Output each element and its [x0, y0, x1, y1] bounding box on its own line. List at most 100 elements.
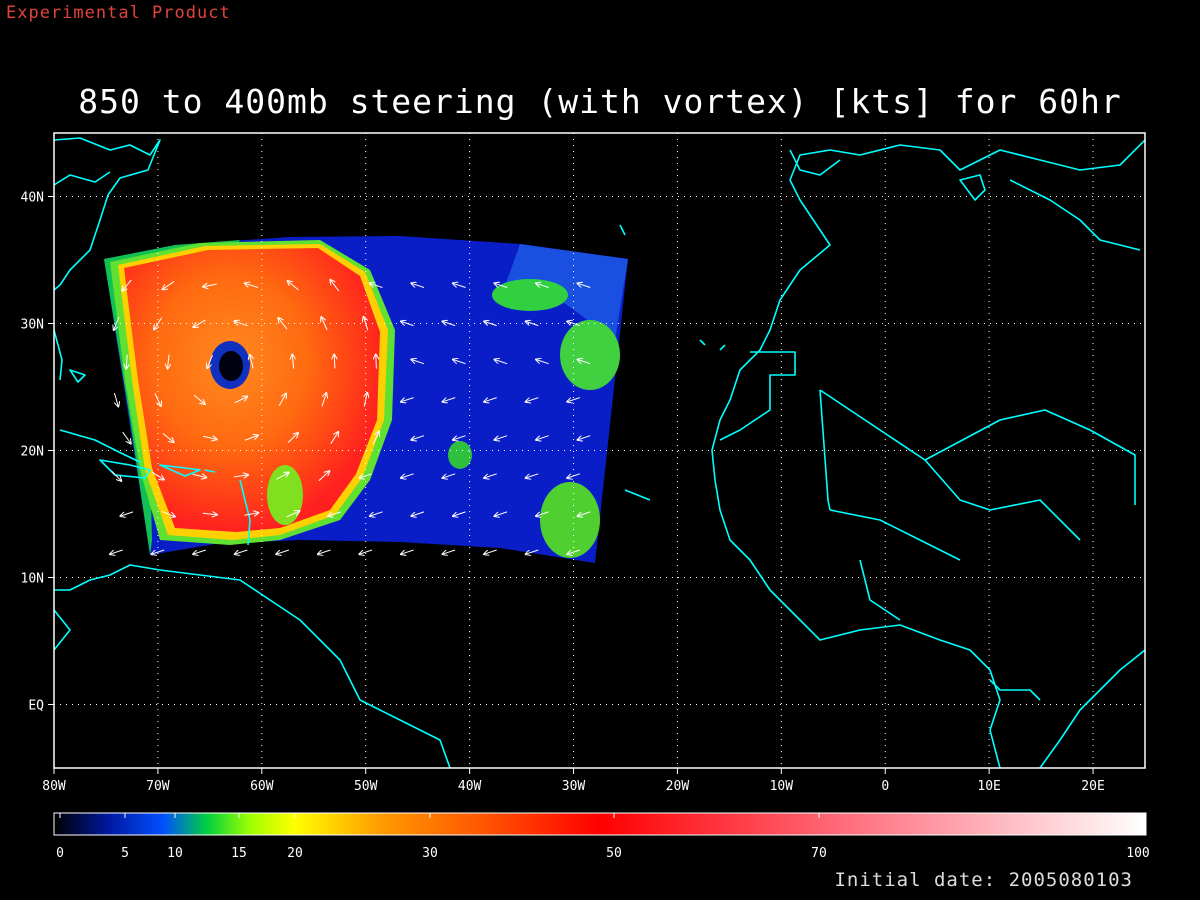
- colorbar-tick-label: 15: [231, 846, 247, 861]
- wind-vector: [162, 432, 174, 442]
- wind-vector: [494, 283, 508, 288]
- initial-date-label: Initial date: 2005080103: [834, 869, 1133, 891]
- wind-vector: [526, 321, 539, 327]
- latitude-labels: 40N 30N 20N 10N EQ: [21, 191, 54, 714]
- wind-vector: [113, 392, 118, 406]
- wind-vector: [443, 549, 456, 554]
- wind-vector: [364, 393, 367, 407]
- wind-vector: [536, 283, 549, 288]
- wind-vector: [292, 355, 293, 369]
- wind-vector: [235, 549, 248, 554]
- wind-vector: [203, 284, 217, 287]
- wind-vector: [120, 511, 134, 516]
- wind-vector: [250, 355, 253, 369]
- wind-vector: [411, 360, 425, 365]
- experimental-product-label: Experimental Product: [6, 3, 231, 23]
- lon-tick-label: 30W: [562, 779, 586, 794]
- wind-vector: [567, 549, 580, 554]
- wind-vector: [122, 279, 132, 291]
- wind-vector: [578, 283, 591, 288]
- wind-vector: [161, 510, 175, 516]
- wind-vectors: [110, 279, 591, 554]
- wind-vector: [372, 431, 379, 445]
- colorbar-labels: 0 5 10 15 20 30 50 70 100: [56, 813, 1150, 861]
- wind-vector: [453, 435, 466, 440]
- lat-tick-label: 40N: [21, 191, 44, 206]
- wind-vector: [370, 511, 383, 516]
- wind-vector: [111, 470, 121, 481]
- wind-vector: [207, 354, 213, 368]
- wind-vector: [411, 283, 425, 288]
- colorbar-tick-label: 30: [422, 846, 438, 861]
- wind-vector: [154, 317, 163, 330]
- wind-vector: [484, 473, 497, 478]
- lat-tick-label: 30N: [21, 318, 44, 333]
- wind-vector: [244, 513, 259, 515]
- wind-vector: [567, 321, 580, 327]
- wind-vector: [334, 355, 335, 369]
- wind-vector: [359, 549, 373, 554]
- wind-vector: [453, 360, 466, 365]
- wind-vector: [192, 474, 207, 477]
- lat-tick-label: 20N: [21, 445, 44, 460]
- wind-vector: [364, 317, 369, 331]
- lat-tick-label: 10N: [21, 572, 44, 587]
- wind-vector: [330, 280, 340, 292]
- wind-vector: [578, 360, 591, 365]
- lon-tick-label: 20E: [1081, 779, 1104, 794]
- lon-tick-label: 0: [881, 779, 889, 794]
- coastlines: [54, 137, 1145, 768]
- wind-vector: [401, 321, 414, 327]
- wind-vector: [494, 360, 508, 365]
- wind-vector: [318, 549, 331, 554]
- longitude-labels: 80W 70W 60W 50W 40W 30W 20W 10W 0 10E 20E: [42, 768, 1105, 794]
- wind-vector: [484, 321, 497, 327]
- wind-vector: [245, 283, 259, 288]
- wind-vector: [494, 435, 508, 440]
- colorbar-tick-label: 10: [167, 846, 183, 861]
- lon-tick-label: 70W: [146, 779, 170, 794]
- wind-vector: [154, 393, 161, 406]
- wind-vector: [110, 549, 123, 554]
- wind-vector: [288, 281, 299, 291]
- plot-title: 850 to 400mb steering (with vortex) [kts…: [78, 82, 1122, 121]
- lon-tick-label: 10W: [770, 779, 794, 794]
- wind-vector: [484, 397, 497, 402]
- wind-vector: [411, 511, 425, 516]
- lon-tick-label: 40W: [458, 779, 482, 794]
- wind-vector: [163, 281, 175, 289]
- colorbar-tick-label: 70: [811, 846, 827, 861]
- wind-vector: [193, 549, 206, 554]
- lon-tick-label: 60W: [250, 779, 274, 794]
- wind-vector: [359, 473, 373, 478]
- colorbar-tick-label: 100: [1126, 846, 1149, 861]
- wind-vector: [443, 473, 456, 478]
- wind-vector: [276, 549, 290, 554]
- wind-vector: [567, 473, 580, 478]
- wind-vector: [370, 283, 383, 288]
- wind-vector: [578, 511, 591, 516]
- wind-vector: [536, 511, 549, 516]
- wind-vector: [526, 549, 539, 554]
- wind-vector: [276, 473, 288, 480]
- colorbar-tick-label: 5: [121, 846, 129, 861]
- colorbar-tick-label: 50: [606, 846, 622, 861]
- wind-vector: [287, 433, 298, 444]
- wind-vector: [526, 473, 539, 478]
- lon-tick-label: 50W: [354, 779, 378, 794]
- wind-vector: [126, 354, 127, 369]
- wind-vector: [122, 431, 131, 443]
- wind-vector: [286, 511, 300, 518]
- wind-vector: [453, 283, 466, 288]
- wind-vector: [278, 318, 288, 330]
- wind-vector: [484, 549, 497, 554]
- wind-vector: [244, 435, 258, 441]
- lon-tick-label: 10E: [977, 779, 1000, 794]
- wind-vector: [401, 397, 414, 402]
- wind-vector: [193, 319, 206, 327]
- wind-vector: [114, 316, 120, 330]
- wind-vector: [330, 432, 339, 444]
- lat-tick-label: EQ: [28, 699, 44, 714]
- wind-vector: [234, 321, 248, 327]
- wind-vector: [376, 355, 377, 369]
